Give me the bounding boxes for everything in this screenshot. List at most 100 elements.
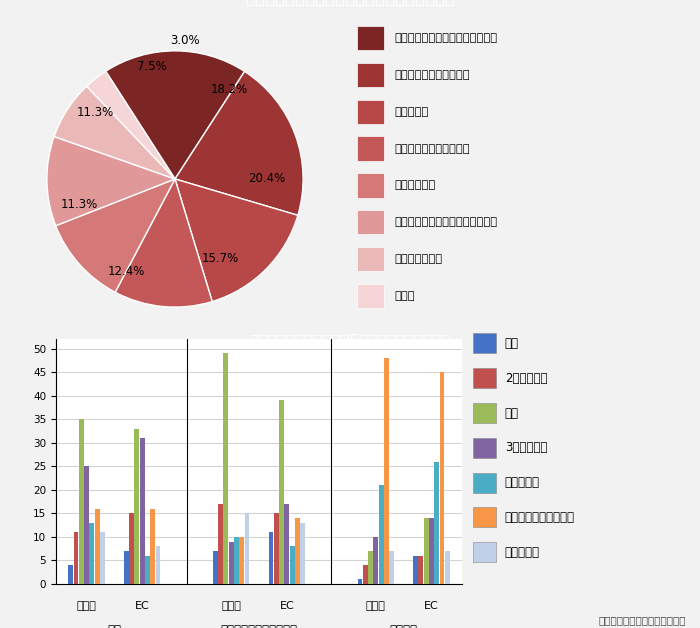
Wedge shape [87,71,175,179]
Bar [429,518,434,584]
Bar [279,401,284,584]
Bar [373,537,378,584]
FancyBboxPatch shape [357,247,384,271]
Text: 衣服: 衣服 [107,624,121,628]
Wedge shape [47,136,175,225]
Bar [434,462,439,584]
Bar [134,428,139,584]
FancyBboxPatch shape [473,438,496,458]
Bar [413,556,418,584]
Bar [140,438,145,584]
Bar [239,537,244,584]
Wedge shape [54,86,175,179]
Text: 購入経験無: 購入経験無 [505,546,540,559]
FancyBboxPatch shape [357,26,384,50]
Bar [100,532,105,584]
Bar [124,551,129,584]
Text: 20.4%: 20.4% [248,173,286,185]
Text: 家電製品: 家電製品 [390,624,418,628]
Text: レストラン・カフェ利用: レストラン・カフェ利用 [395,70,470,80]
Bar [300,522,305,584]
Text: 半年に一度より少ない: 半年に一度より少ない [505,511,575,524]
Bar [358,579,363,584]
Wedge shape [56,179,175,292]
Bar [155,546,160,584]
FancyBboxPatch shape [357,210,384,234]
FancyBboxPatch shape [357,100,384,124]
Bar [90,522,95,584]
Text: EC: EC [279,600,294,610]
Text: 2週間に一度: 2週間に一度 [505,372,547,385]
Bar [244,514,249,584]
Text: 7.5%: 7.5% [137,60,167,73]
Bar [363,565,368,584]
Text: 化粧品・パーソナルケア: 化粧品・パーソナルケア [220,624,298,628]
Text: 11.3%: 11.3% [77,106,114,119]
Bar [424,518,428,584]
FancyBboxPatch shape [357,284,384,308]
Bar [290,546,295,584]
FancyBboxPatch shape [357,173,384,198]
Bar [234,537,239,584]
Bar [229,541,234,584]
Wedge shape [175,179,298,301]
Text: 家電製品の購入: 家電製品の購入 [395,254,442,264]
Text: モール: モール [221,600,241,610]
Text: モール: モール [366,600,386,610]
Bar [419,556,423,584]
Text: 3.0%: 3.0% [170,34,200,47]
Text: 子どもの世話: 子どもの世話 [395,180,436,190]
Text: EC: EC [424,600,439,610]
FancyBboxPatch shape [473,473,496,493]
Bar [150,509,155,584]
Bar [69,565,74,584]
Text: 3か月に一度: 3か月に一度 [505,441,547,454]
FancyBboxPatch shape [357,136,384,161]
Text: 毎週: 毎週 [505,337,519,350]
Text: 化粧品・パーソナルケア品の購入: 化粧品・パーソナルケア品の購入 [395,217,498,227]
FancyBboxPatch shape [473,403,496,423]
FancyBboxPatch shape [473,542,496,562]
Text: 11.3%: 11.3% [60,198,97,211]
Text: 12.4%: 12.4% [108,265,145,278]
Text: 買い物の頻度（モール・Eコマース）ジャカルタ: 買い物の頻度（モール・Eコマース）ジャカルタ [249,333,451,348]
Bar [223,353,228,584]
Bar [379,485,384,584]
Text: ショッピングモールの利用目的（ジャカルタ）: ショッピングモールの利用目的（ジャカルタ） [245,0,455,8]
Bar [368,551,373,584]
Bar [130,514,134,584]
Bar [94,509,99,584]
Text: モール: モール [77,600,97,610]
Text: 衣服の購入: 衣服の購入 [395,107,429,117]
Text: その他: その他 [395,291,415,301]
Text: 半年に一度: 半年に一度 [505,476,540,489]
Bar [145,556,150,584]
Wedge shape [116,179,212,307]
Text: ジェトロジャカルタ事務所提供: ジェトロジャカルタ事務所提供 [598,615,686,625]
Bar [274,514,279,584]
Text: 散歩（ウィンドウショッピング）: 散歩（ウィンドウショッピング） [395,33,498,43]
Bar [389,551,394,584]
Text: スーパーマーケット利用: スーパーマーケット利用 [395,144,470,154]
FancyBboxPatch shape [473,333,496,354]
Text: 18.2%: 18.2% [210,83,247,96]
Bar [269,532,274,584]
Bar [84,466,89,584]
FancyBboxPatch shape [473,507,496,528]
FancyBboxPatch shape [357,63,384,87]
FancyBboxPatch shape [473,368,496,388]
Wedge shape [106,51,244,179]
Bar [284,504,289,584]
Text: EC: EC [135,600,150,610]
Bar [444,551,449,584]
Text: 15.7%: 15.7% [201,252,239,265]
Text: 毎月: 毎月 [505,406,519,420]
Bar [74,532,78,584]
Bar [218,504,223,584]
Bar [213,551,218,584]
Bar [295,518,300,584]
Bar [440,372,444,584]
Wedge shape [175,72,303,215]
Bar [79,420,84,584]
Bar [384,358,388,584]
